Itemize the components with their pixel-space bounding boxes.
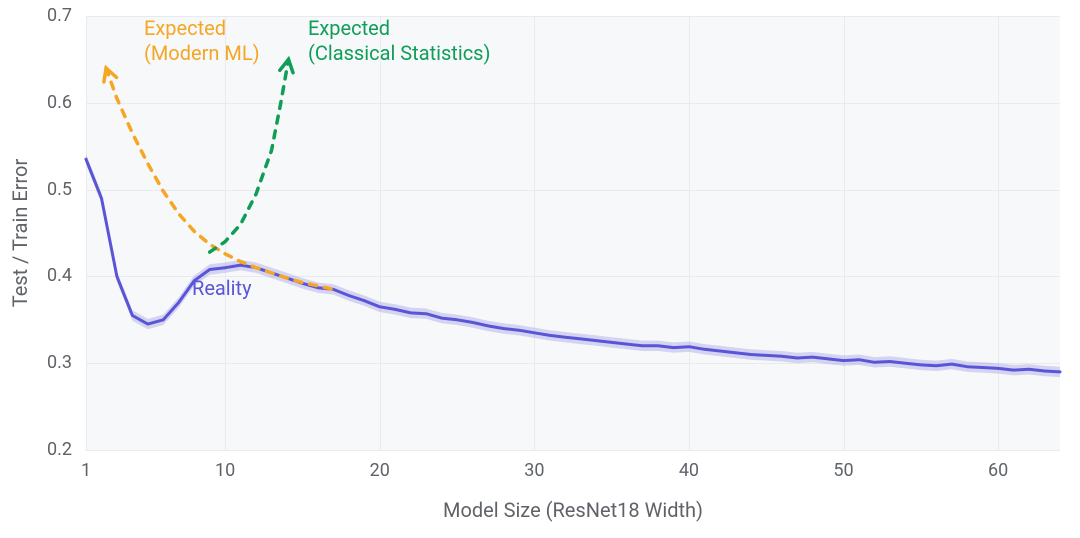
x-tick-label: 50 <box>833 460 853 481</box>
gridline-x <box>844 16 845 450</box>
gridline-x <box>380 16 381 450</box>
y-tick-label: 0.7 <box>0 5 72 26</box>
gridline-y <box>86 363 1060 364</box>
x-tick-label: 10 <box>215 460 235 481</box>
y-tick-label: 0.3 <box>0 352 72 373</box>
x-tick-label: 30 <box>524 460 544 481</box>
gridline-x <box>689 16 690 450</box>
plot-area <box>86 16 1060 450</box>
annotation-reality: Reality <box>192 276 252 301</box>
x-axis-label: Model Size (ResNet18 Width) <box>443 498 703 522</box>
y-tick-label: 0.6 <box>0 92 72 113</box>
annotation-expected-ml: Expected (Modern ML) <box>144 16 260 66</box>
gridline-x <box>86 16 87 450</box>
annotation-expected-classical: Expected (Classical Statistics) <box>308 16 490 66</box>
y-tick-label: 0.2 <box>0 439 72 460</box>
x-tick-label: 1 <box>81 460 91 481</box>
gridline-y <box>86 450 1060 451</box>
x-tick-label: 60 <box>988 460 1008 481</box>
gridline-x <box>998 16 999 450</box>
gridline-y <box>86 190 1060 191</box>
x-tick-label: 40 <box>679 460 699 481</box>
x-tick-label: 20 <box>370 460 390 481</box>
gridline-y <box>86 103 1060 104</box>
y-axis-label: Test / Train Error <box>8 159 32 307</box>
gridline-x <box>534 16 535 450</box>
gridline-x <box>225 16 226 450</box>
